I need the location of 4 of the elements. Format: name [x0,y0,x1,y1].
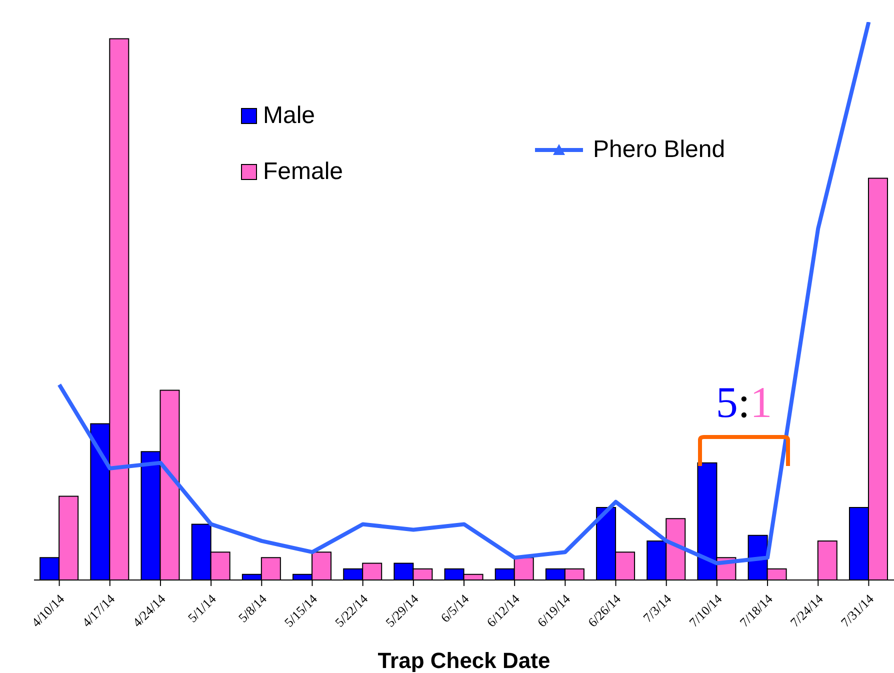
legend-label: Male [263,102,316,130]
legend-label: Female [263,158,344,186]
legend-label: Phero Blend [593,136,726,164]
annotation: 5:1 [716,378,772,427]
